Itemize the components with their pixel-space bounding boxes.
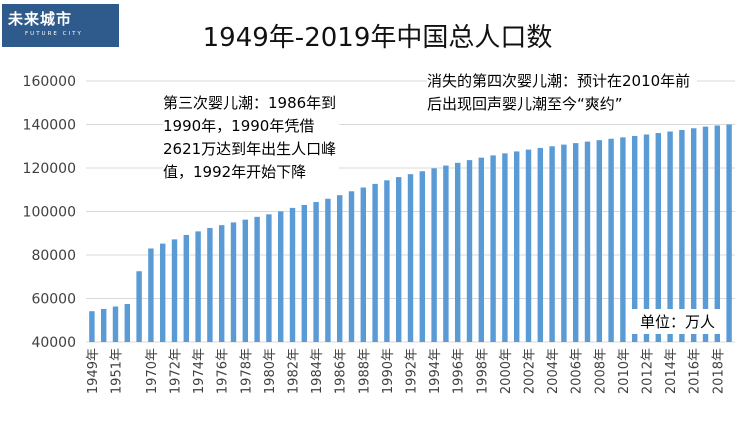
x-tick-label: 2004年 <box>546 348 561 394</box>
bar <box>171 239 178 342</box>
bar <box>124 303 131 342</box>
x-tick-label: 1998年 <box>475 348 490 394</box>
bar <box>502 153 508 342</box>
x-tick-label: 1988年 <box>357 348 372 394</box>
x-tick-label: 1976年 <box>216 348 231 394</box>
x-tick-label: 2010年 <box>617 348 632 394</box>
bar <box>443 165 449 342</box>
x-tick-label: 2016年 <box>688 348 703 394</box>
bar <box>289 207 296 342</box>
bar <box>325 198 331 342</box>
bar <box>690 128 697 342</box>
bar <box>525 149 532 342</box>
unit-label: 单位：万人 <box>632 309 724 334</box>
x-tick-label: 2006年 <box>570 348 585 394</box>
bar <box>266 214 272 342</box>
x-tick-label: 1980年 <box>263 348 278 394</box>
logo-text: 未来城市 <box>8 10 73 28</box>
bar <box>159 243 166 342</box>
bar <box>584 141 591 342</box>
bar <box>714 125 721 342</box>
x-tick-label: 1986年 <box>334 348 349 394</box>
bar <box>655 133 662 342</box>
x-tick-label: 1990年 <box>381 348 396 394</box>
x-tick-label: 2014年 <box>664 348 679 394</box>
bar <box>100 308 107 342</box>
bar <box>643 134 650 342</box>
x-tick-label: 2012年 <box>641 348 656 394</box>
bar <box>372 183 378 342</box>
bar <box>572 143 579 342</box>
y-tick-label: 100000 <box>23 205 76 221</box>
bar <box>218 225 225 342</box>
y-tick-label: 140000 <box>23 118 76 134</box>
x-tick-label: 1984年 <box>310 348 325 394</box>
x-tick-label: 1951年 <box>110 348 125 394</box>
y-tick-label: 40000 <box>31 335 76 351</box>
y-tick-label: 160000 <box>23 74 76 90</box>
bar <box>254 216 260 342</box>
x-tick-label: 2000年 <box>499 348 514 394</box>
bar <box>242 219 249 342</box>
bar <box>277 211 284 342</box>
bar <box>183 234 190 342</box>
bar <box>313 202 319 342</box>
y-tick-label: 80000 <box>31 248 76 264</box>
x-tick-label: 1978年 <box>239 348 254 394</box>
bar <box>596 140 603 342</box>
bar <box>454 162 461 342</box>
future-city-logo: 未来城市 FUTURE CITY <box>2 4 119 47</box>
bar <box>726 124 732 342</box>
bar <box>537 147 544 342</box>
bar <box>407 174 414 342</box>
bar <box>384 180 390 342</box>
chart-title: 1949年-2019年中国总人口数 <box>202 23 553 53</box>
bar <box>478 157 485 342</box>
x-tick-label: 1992年 <box>405 348 420 394</box>
bar <box>230 222 237 342</box>
bar <box>112 306 119 342</box>
bar <box>561 144 567 342</box>
bar <box>395 177 402 342</box>
y-tick-label: 60000 <box>31 292 76 308</box>
bar <box>301 204 308 342</box>
bar <box>207 227 213 342</box>
bar <box>148 248 154 342</box>
x-tick-label: 1949年 <box>86 348 101 394</box>
bar <box>513 151 520 342</box>
bar <box>608 138 614 342</box>
bar <box>631 135 638 342</box>
bar <box>549 146 555 342</box>
x-tick-label: 2008年 <box>593 348 608 394</box>
bar <box>490 155 496 342</box>
bar <box>336 195 343 342</box>
bar <box>702 126 709 343</box>
annotation-fourth-baby-boom: 消失的第四次婴儿潮：预计在2010年前后出现回声婴儿潮至今“爽约” <box>427 70 697 116</box>
logo-subtext: FUTURE CITY <box>25 31 83 37</box>
x-tick-label: 1982年 <box>287 348 302 394</box>
x-tick-label: 1974年 <box>192 348 207 394</box>
bar <box>360 187 367 342</box>
bar <box>195 231 201 342</box>
bar <box>89 311 95 342</box>
bar <box>419 171 426 342</box>
bar <box>431 168 437 342</box>
y-tick-label: 120000 <box>23 161 76 177</box>
bar <box>620 137 626 342</box>
annotation-third-baby-boom: 第三次婴儿潮：1986年到1990年，1990年凭借2621万达到年出生人口峰值… <box>163 92 339 184</box>
bar <box>667 131 673 342</box>
x-tick-label: 2018年 <box>711 348 726 394</box>
x-tick-label: 2002年 <box>523 348 538 394</box>
bar <box>466 160 473 342</box>
bar <box>679 130 685 342</box>
bar <box>348 191 355 342</box>
bar <box>136 271 142 342</box>
x-tick-label: 1996年 <box>452 348 467 394</box>
x-tick-label: 1970年 <box>145 348 160 394</box>
x-tick-label: 1994年 <box>428 348 443 394</box>
x-tick-label: 1972年 <box>169 348 184 394</box>
